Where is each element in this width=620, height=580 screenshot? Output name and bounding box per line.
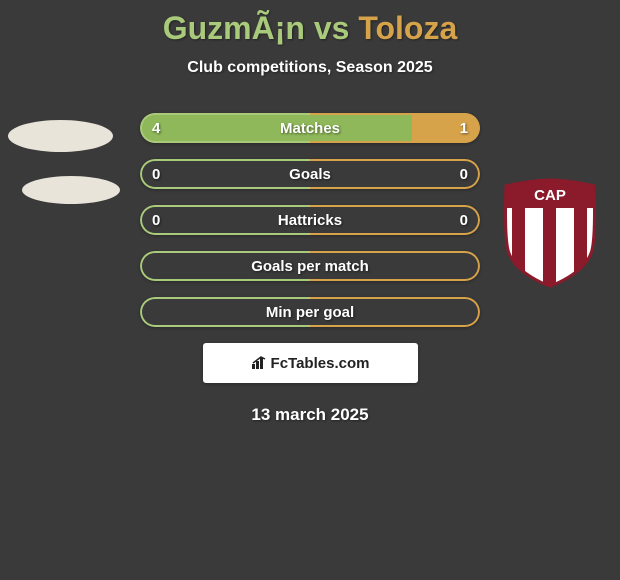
bar-label: Hattricks xyxy=(140,205,480,235)
avatar-placeholder-2 xyxy=(22,176,120,204)
avatar-placeholder-1 xyxy=(8,120,113,152)
stats-bars: 41Matches 00Goals 00Hattricks Goals per mat… xyxy=(140,113,480,327)
chart-icon xyxy=(251,356,269,370)
badge-text: FcTables.com xyxy=(271,355,370,372)
shield-text: CAP xyxy=(534,187,566,204)
title-vs: vs xyxy=(305,10,358,46)
stat-bar-row: 41Matches xyxy=(140,113,480,143)
date-label: 13 march 2025 xyxy=(0,405,620,425)
club-shield-icon: CAP xyxy=(500,178,600,288)
source-badge[interactable]: FcTables.com xyxy=(203,343,418,383)
bar-label: Goals xyxy=(140,159,480,189)
stat-bar-row: Min per goal xyxy=(140,297,480,327)
stat-bar-row: 00Hattricks xyxy=(140,205,480,235)
page-title: GuzmÃ¡n vs Toloza xyxy=(0,0,620,47)
title-player2: Toloza xyxy=(358,10,457,46)
subtitle: Club competitions, Season 2025 xyxy=(0,59,620,77)
title-player1: GuzmÃ¡n xyxy=(163,10,305,46)
bar-label: Goals per match xyxy=(140,251,480,281)
stat-bar-row: Goals per match xyxy=(140,251,480,281)
bar-label: Min per goal xyxy=(140,297,480,327)
stat-bar-row: 00Goals xyxy=(140,159,480,189)
bar-label: Matches xyxy=(140,113,480,143)
